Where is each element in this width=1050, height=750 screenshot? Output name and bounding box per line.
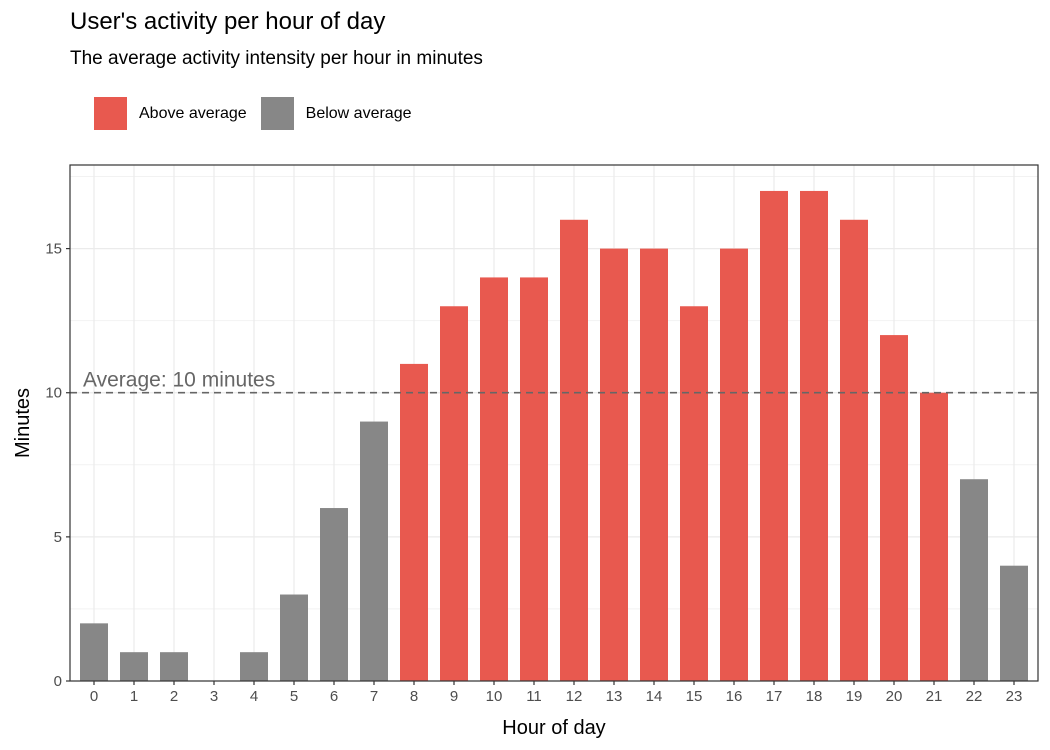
x-tick-label: 17 xyxy=(766,688,783,705)
x-tick-label: 19 xyxy=(846,688,863,705)
bar-hour-19 xyxy=(840,219,868,682)
x-tick-label: 10 xyxy=(486,688,503,705)
y-tick-label: 10 xyxy=(45,385,62,402)
bar-hour-18 xyxy=(800,190,828,681)
legend-item-above-average: Above average xyxy=(94,97,247,130)
x-tick-label: 13 xyxy=(606,688,623,705)
x-tick-label: 2 xyxy=(170,688,178,705)
y-tick-label: 5 xyxy=(54,529,62,546)
bar-hour-15 xyxy=(680,306,708,681)
legend-swatch-below-average xyxy=(260,97,294,130)
average-reference-label: Average: 10 minutes xyxy=(83,369,275,392)
bar-hour-4 xyxy=(240,652,268,681)
bar-hour-10 xyxy=(480,277,508,681)
bar-hour-9 xyxy=(440,306,468,681)
bar-hour-8 xyxy=(400,363,428,681)
bar-hour-0 xyxy=(80,623,108,681)
bar-hour-23 xyxy=(1000,565,1028,681)
x-tick-label: 20 xyxy=(886,688,903,705)
x-tick-label: 8 xyxy=(410,688,418,705)
x-tick-label: 3 xyxy=(210,688,218,705)
chart-title: User's activity per hour of day xyxy=(70,8,386,35)
x-tick-label: 21 xyxy=(926,688,943,705)
x-tick-label: 12 xyxy=(566,688,583,705)
x-tick-label: 14 xyxy=(646,688,663,705)
bar-hour-22 xyxy=(960,479,988,681)
y-tick-label: 0 xyxy=(54,673,62,690)
bar-hour-11 xyxy=(520,277,548,681)
x-tick-label: 15 xyxy=(686,688,703,705)
bar-hour-17 xyxy=(760,190,788,681)
x-tick-label: 4 xyxy=(250,688,258,705)
legend-label-below-average: Below average xyxy=(305,104,412,122)
x-axis-title: Hour of day xyxy=(502,717,605,739)
x-tick-label: 1 xyxy=(130,688,138,705)
bar-hour-5 xyxy=(280,594,308,681)
x-tick-label: 6 xyxy=(330,688,338,705)
chart-subtitle: The average activity intensity per hour … xyxy=(70,48,483,69)
x-tick-label: 22 xyxy=(966,688,983,705)
plot-panel-border xyxy=(69,164,1039,682)
y-axis-title: Minutes xyxy=(12,388,34,458)
x-tick-label: 5 xyxy=(290,688,298,705)
bar-hour-2 xyxy=(160,652,188,681)
bar-hour-7 xyxy=(360,421,388,681)
x-tick-label: 9 xyxy=(450,688,458,705)
x-tick-label: 23 xyxy=(1006,688,1023,705)
bar-hour-12 xyxy=(560,219,588,682)
x-tick-label: 11 xyxy=(526,688,542,705)
x-tick-label: 18 xyxy=(806,688,823,705)
legend-item-below-average: Below average xyxy=(260,97,412,130)
legend-label-above-average: Above average xyxy=(139,104,247,122)
y-tick-label: 15 xyxy=(45,241,62,258)
x-tick-label: 7 xyxy=(370,688,378,705)
bar-hour-1 xyxy=(120,652,148,681)
x-tick-label: 0 xyxy=(90,688,98,705)
bar-hour-6 xyxy=(320,508,348,681)
legend: Above average Below average xyxy=(94,97,425,130)
bar-hour-14 xyxy=(640,248,668,681)
bar-hour-13 xyxy=(600,248,628,681)
bar-hour-21 xyxy=(920,392,948,681)
bar-hour-20 xyxy=(880,335,908,681)
bar-hour-16 xyxy=(720,248,748,681)
legend-swatch-above-average xyxy=(94,97,127,130)
x-tick-label: 16 xyxy=(726,688,743,705)
